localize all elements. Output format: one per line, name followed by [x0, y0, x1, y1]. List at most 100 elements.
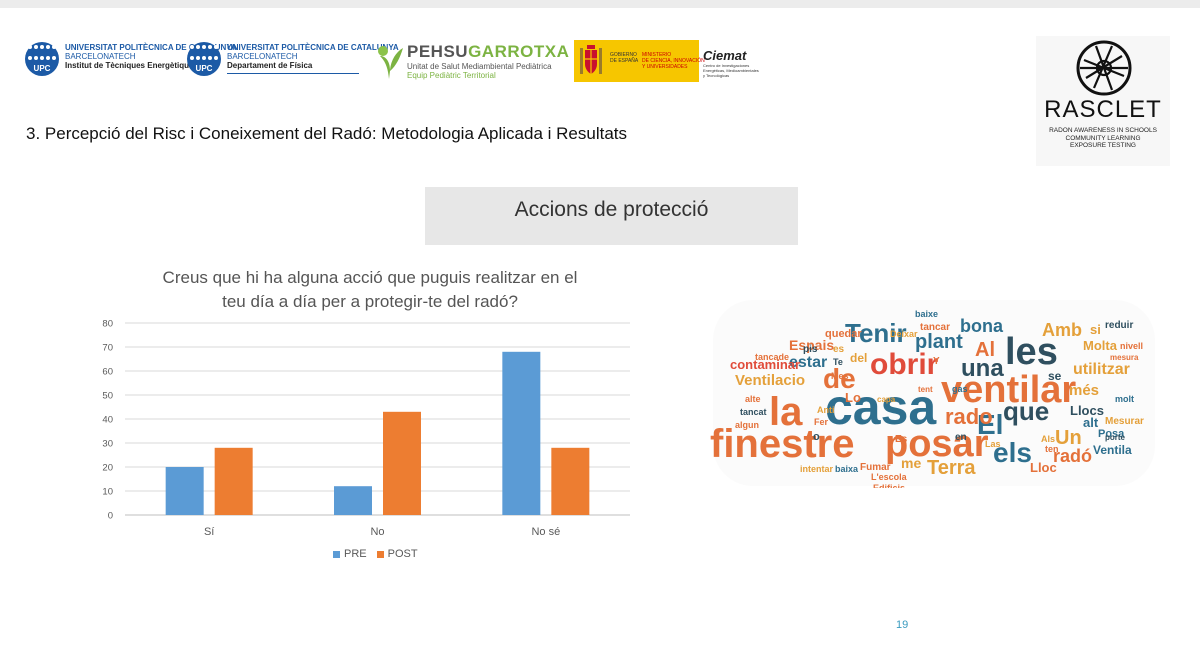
word-cloud-word: capa [877, 395, 896, 404]
pehsu-subtitle: Unitat de Salut Mediambiental Pediàtrica [407, 62, 552, 71]
word-cloud-word: Lo [845, 390, 861, 405]
word-cloud-word: posar [885, 423, 989, 465]
ministerio-text: MINISTERIO DE CIENCIA, INNOVACIÓN Y UNIV… [642, 52, 705, 70]
bar-post [551, 447, 590, 515]
word-cloud-word: els [993, 437, 1032, 468]
word-cloud-word: L'escola [871, 472, 908, 482]
word-cloud-word: Las [985, 439, 1001, 449]
upc-logo-line3: Institut de Tècniques Energètiques [65, 61, 198, 70]
bar-chart: 0 10 20 30 40 50 60 70 80 Sí No No sé [102, 319, 630, 537]
word-cloud-word: Fer [814, 417, 829, 427]
word-cloud-word: Al [975, 339, 995, 361]
word-cloud-word: es [833, 344, 845, 355]
word-cloud-word: tancade [755, 352, 789, 362]
word-cloud-word: Lloc [1030, 460, 1057, 475]
word-cloud-word: porte [1105, 433, 1126, 442]
rasclet-logo: RASCLET RADON AWARENESS IN SCHOOLS COMMU… [1036, 36, 1170, 166]
pehsu-logo: PEHSUGARROTXA Unitat de Salut Mediambien… [374, 42, 569, 82]
legend-item: POST [376, 548, 418, 560]
x-tick-label: No sé [531, 526, 560, 537]
ciemat-logo: Ciemat Centro de Investigaciones Energét… [703, 48, 761, 78]
ciemat-subtitle: Centro de Investigaciones Energéticas, M… [703, 63, 759, 78]
word-cloud-word: Mesurar [1105, 416, 1144, 427]
upc-logo-physics: UPC UNIVERSITAT POLITÈCNICA DE CATALUNYA… [187, 42, 399, 78]
rasclet-tagline-1: RADON AWARENESS IN SCHOOLS [1049, 127, 1157, 134]
word-cloud-word: Ventilacio [735, 372, 805, 389]
word-cloud-word: Ventila [1093, 443, 1132, 457]
y-tick-label: 50 [102, 391, 113, 402]
chart-title-line-2: teu día a día per a protegir-te del radó… [222, 292, 518, 311]
word-cloud-word: ventilar [941, 369, 1076, 411]
word-cloud-word: mesura [1110, 353, 1139, 362]
ciemat-name: Ciemat [703, 48, 747, 63]
y-tick-label: 80 [102, 319, 113, 330]
word-cloud-word: Tenir [845, 318, 907, 348]
bar-pre [165, 467, 204, 515]
word-cloud-word: casa [825, 379, 937, 435]
word-cloud-word: més [1069, 382, 1099, 399]
page-number: 19 [896, 619, 909, 631]
word-cloud-word: reduir [1105, 320, 1133, 331]
slide-title: 3. Percepció del Risc i Coneixement del … [26, 124, 627, 143]
word-cloud-word: finestre [710, 422, 855, 466]
chart-legend: PRE POST [333, 548, 428, 560]
chart-title-line-1: Creus que hi ha alguna acció que puguis … [162, 268, 578, 287]
word-cloud-word: Terra [927, 457, 976, 479]
word-cloud-word: utilitzar [1073, 361, 1130, 378]
word-cloud-word: Fumar [860, 462, 891, 473]
y-tick-label: 70 [102, 343, 113, 354]
word-cloud-word: baixa [835, 464, 859, 474]
word-cloud-word: Deixar [890, 329, 918, 339]
word-cloud-background [713, 300, 1155, 486]
word-cloud-word: tancat [740, 407, 767, 417]
upc-logo-line1: UNIVERSITAT POLITÈCNICA DE CATALUNYA [65, 43, 237, 52]
gobierno-text: GOBIERNO DE ESPAÑA [610, 52, 639, 64]
word-cloud-word: la [769, 390, 803, 434]
word-cloud-word: Espais [789, 337, 834, 353]
coat-of-arms-icon [580, 45, 602, 74]
upc-logo-line1: UNIVERSITAT POLITÈCNICA DE CATALUNYA [227, 43, 399, 52]
word-cloud-word: Te [833, 357, 843, 367]
word-cloud-word: Un [1055, 427, 1082, 449]
word-cloud-word: Es [895, 434, 908, 445]
rasclet-tagline-3: EXPOSURE TESTING [1070, 142, 1136, 149]
word-cloud-word: quedar [825, 328, 862, 340]
y-tick-label: 10 [102, 487, 113, 498]
word-cloud-word: Edificis [873, 483, 905, 488]
leaf-icon [378, 46, 403, 79]
pehsu-subtitle-2: Equip Pediàtric Territorial [407, 71, 496, 80]
upc-mark-text: UPC [195, 64, 213, 73]
word-cloud-word: en [955, 432, 967, 443]
word-cloud-word: rado [945, 404, 993, 429]
word-cloud-word: alte [745, 394, 761, 404]
word-cloud-word: o [813, 431, 820, 443]
word-cloud-word: obrir [870, 348, 939, 381]
pehsu-title-b: GARROTXA [468, 42, 570, 61]
bar-post [383, 411, 421, 515]
pehsu-title-a: PEHSU [407, 42, 469, 61]
word-cloud-word: tent [918, 385, 933, 394]
upc-emblem-icon: UPC [187, 42, 221, 76]
y-tick-label: 20 [102, 463, 113, 474]
word-cloud-word: pis [803, 344, 818, 355]
word-cloud-word: de [823, 363, 856, 394]
word-cloud-word: bona [960, 316, 1004, 336]
bar-post [214, 447, 253, 515]
upc-logo-line2: BARCELONATECH [227, 52, 298, 61]
word-cloud-word: baixe [915, 309, 938, 319]
word-cloud-word: les [1005, 331, 1058, 373]
word-cloud-word: una [961, 355, 1004, 382]
word-cloud-word: Als [1041, 434, 1055, 444]
y-tick-label: 30 [102, 439, 113, 450]
word-cloud-word: contaminar [730, 357, 800, 372]
word-cloud-word: plant [915, 331, 963, 353]
word-cloud-word: El [977, 409, 1003, 440]
upc-mark-text: UPC [33, 64, 51, 73]
word-cloud-word: Y [933, 356, 940, 367]
section-header-box: Accions de protecció [425, 187, 798, 245]
word-cloud-word: que [1003, 396, 1049, 426]
bar-pre [502, 351, 541, 515]
word-cloud-word: ten [1045, 444, 1059, 454]
